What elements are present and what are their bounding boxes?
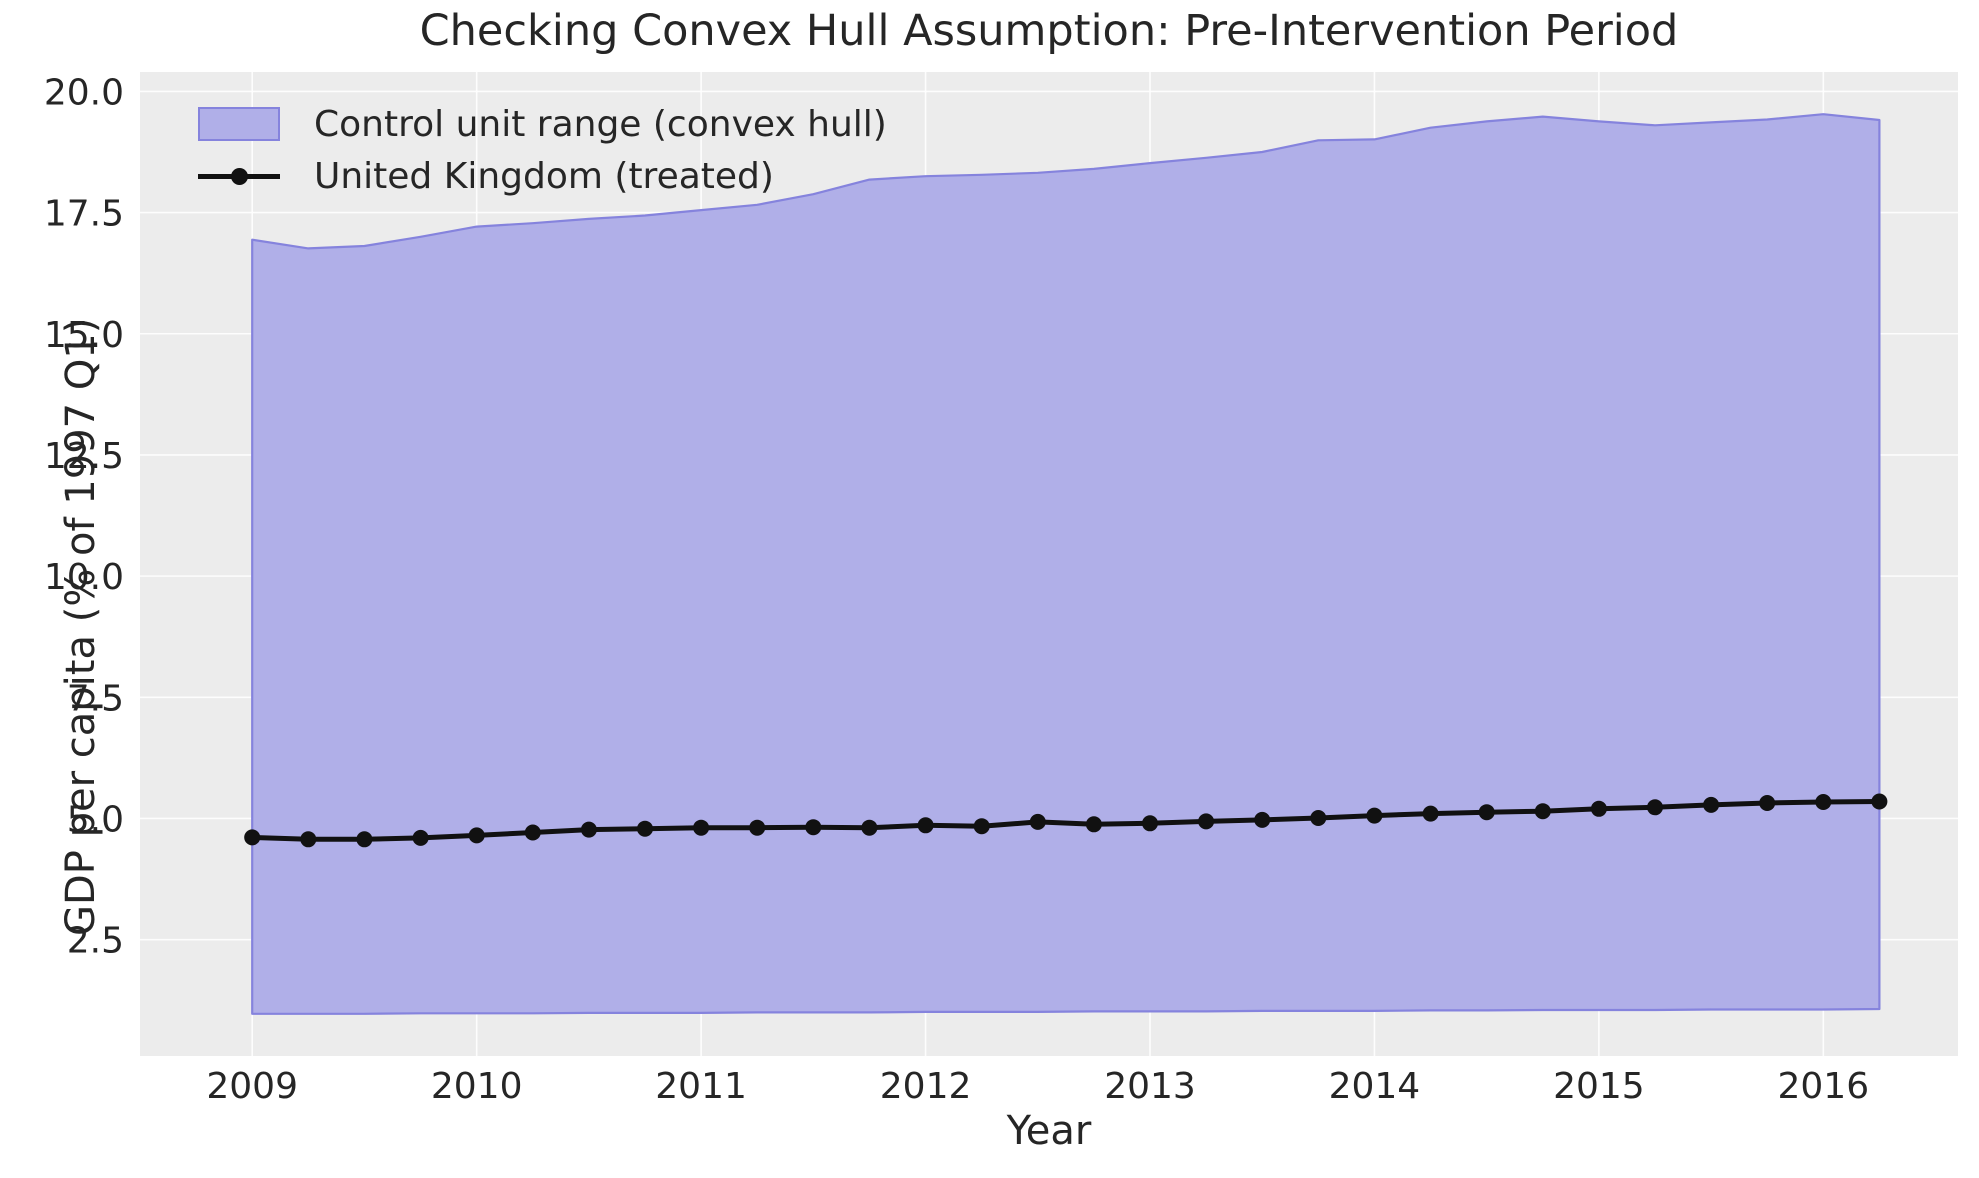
x-tick-labels: 2009 2010 2011 2012 2013 2014 2015 2016 [206,1066,1869,1107]
legend-entry-band: Control unit range (convex hull) [198,98,887,150]
legend-label-treated: United Kingdom (treated) [314,155,774,197]
svg-text:15.0: 15.0 [44,315,124,356]
svg-text:2012: 2012 [880,1066,972,1107]
svg-text:2015: 2015 [1553,1066,1645,1107]
svg-text:2009: 2009 [206,1066,298,1107]
svg-text:12.5: 12.5 [44,436,124,477]
svg-text:2.5: 2.5 [67,921,124,962]
svg-text:20.0: 20.0 [44,72,124,113]
svg-text:10.0: 10.0 [44,557,124,598]
svg-text:2016: 2016 [1777,1066,1869,1107]
svg-text:2010: 2010 [431,1066,523,1107]
y-axis-label: GDP per capita (% of 1997 Q1) [58,317,104,936]
chart-title: Checking Convex Hull Assumption: Pre-Int… [419,6,1679,56]
svg-text:17.5: 17.5 [44,194,124,235]
svg-text:5.0: 5.0 [67,799,124,840]
x-axis-label: Year [1006,1108,1092,1154]
legend-entry-treated: United Kingdom (treated) [198,150,887,202]
svg-text:2013: 2013 [1104,1066,1196,1107]
y-tick-labels: 2.5 5.0 7.5 10.0 12.5 15.0 17.5 20.0 [44,72,124,961]
svg-text:2011: 2011 [655,1066,747,1107]
legend: Control unit range (convex hull) United … [198,98,887,202]
band-swatch-icon [198,107,280,141]
svg-text:2014: 2014 [1329,1066,1421,1107]
legend-label-band: Control unit range (convex hull) [314,103,887,145]
line-marker-icon [198,159,280,193]
treated-line [244,793,1888,848]
band-area [251,113,1881,1015]
svg-text:7.5: 7.5 [67,678,124,719]
